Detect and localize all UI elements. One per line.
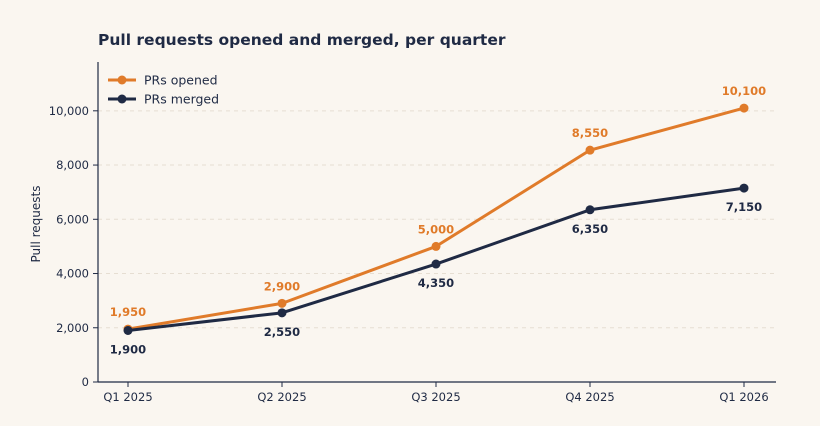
data-label: 1,950 (110, 305, 146, 319)
data-label: 10,100 (722, 84, 766, 98)
data-point (431, 259, 441, 269)
series-line-merged (127, 186, 745, 332)
x-tick-label: Q1 2025 (103, 390, 152, 404)
x-tick-label: Q4 2025 (565, 390, 614, 404)
data-label: 6,350 (572, 222, 608, 236)
data-label: 7,150 (726, 200, 762, 214)
data-label: 5,000 (418, 222, 454, 236)
y-tick-label: 8,000 (56, 158, 89, 172)
y-axis-label: Pull requests (29, 186, 43, 263)
legend-label: PRs merged (144, 92, 219, 107)
y-tick-label: 0 (82, 375, 89, 389)
y-tick-label: 4,000 (56, 267, 89, 281)
legend-label: PRs opened (144, 73, 218, 88)
series-line-opened (127, 106, 745, 331)
data-point (585, 145, 595, 155)
data-label: 8,550 (572, 126, 608, 140)
y-tick-label: 10,000 (49, 104, 89, 118)
data-label: 1,900 (110, 342, 146, 356)
legend-marker (117, 94, 127, 104)
data-point (277, 298, 287, 308)
data-point (739, 183, 749, 193)
data-label: 2,550 (264, 325, 300, 339)
data-point (431, 241, 441, 251)
legend-marker (117, 75, 127, 85)
data-label: 4,350 (418, 276, 454, 290)
x-tick-label: Q2 2025 (257, 390, 306, 404)
data-point (277, 308, 287, 318)
chart-title: Pull requests opened and merged, per qua… (98, 31, 506, 49)
data-point (739, 103, 749, 113)
x-tick-label: Q3 2025 (411, 390, 460, 404)
data-label: 2,900 (264, 279, 300, 293)
data-point (123, 325, 133, 335)
y-tick-label: 6,000 (56, 212, 89, 226)
x-tick-label: Q1 2026 (719, 390, 768, 404)
data-point (585, 205, 595, 215)
y-tick-label: 2,000 (56, 321, 89, 335)
